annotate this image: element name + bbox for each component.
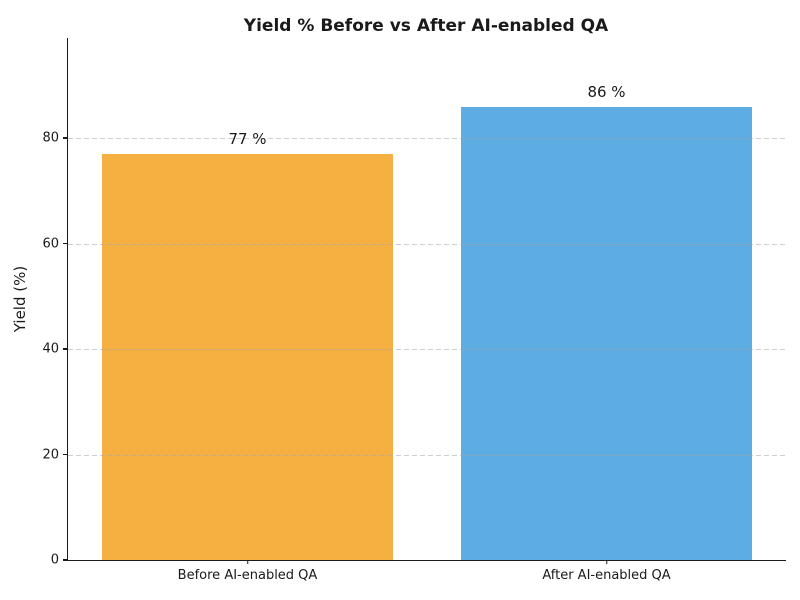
y-tick-label: 80: [42, 130, 59, 146]
gridline: [68, 454, 786, 456]
gridline: [68, 349, 786, 351]
plot-area: 0 20 40 60 80 77 % Before AI-enabled QA 86 % Aft…: [42, 38, 786, 583]
gridline: [68, 138, 786, 140]
x-tick-mark: [605, 560, 608, 564]
bar: [461, 106, 752, 560]
y-tick-mark: [63, 242, 67, 245]
bar-value-label: 77 %: [228, 130, 267, 148]
y-axis-label: Yield (%): [11, 265, 29, 333]
y-tick-mark: [63, 348, 67, 350]
y-tick-mark: [63, 559, 67, 561]
bar-value-label: 86 %: [587, 82, 626, 101]
x-tick-mark: [246, 560, 249, 564]
y-tick-mark: [63, 453, 67, 456]
y-tick-mark: [63, 137, 67, 139]
bar: [102, 154, 393, 560]
y-tick-label: 40: [42, 341, 59, 357]
x-tick-label: After AI-enabled QA: [542, 568, 671, 583]
gridline: [68, 243, 786, 245]
y-tick-label: 20: [42, 447, 59, 463]
x-tick-label: Before AI-enabled QA: [177, 568, 318, 583]
chart-title: Yield % Before vs After AI-enabled QA: [243, 16, 609, 36]
y-tick-label: 0: [50, 552, 59, 568]
y-tick-label: 60: [42, 236, 59, 252]
